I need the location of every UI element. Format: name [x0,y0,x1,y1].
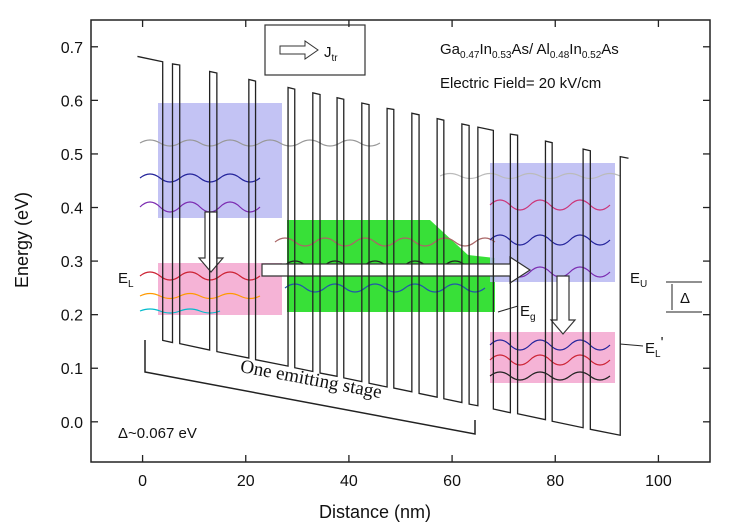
eu-sub: U [640,279,647,290]
field-label: Electric Field= 20 kV/cm [440,75,601,92]
x-tick-label: 60 [443,473,461,490]
y-tick-label: 0.3 [61,254,83,271]
eg-main: E [520,303,530,320]
y-axis-title: Energy (eV) [12,192,32,288]
material-label: Ga0.47In0.53As/ Al0.48In0.52As [440,41,619,61]
transition-arrow [197,211,225,273]
el-main: E [118,270,128,287]
x-tick-label: 100 [645,473,672,490]
x-axis-title: Distance (nm) [319,502,431,522]
y-tick-label: 0.7 [61,40,83,57]
material-part: As [601,41,619,58]
delta-value: Δ~0.067 eV [118,425,197,442]
x-tick-label: 0 [138,473,147,490]
material-part: In [569,41,582,58]
delta-label: Δ [680,290,690,307]
el-sub: L [128,279,134,290]
jtr-main: J [324,44,332,61]
plot-frame [90,19,711,463]
y-tick-label: 0.6 [61,93,83,110]
conduction-band [137,55,629,437]
upper-band-region [158,103,282,218]
el-label: EL [118,270,134,290]
material-part: In [479,41,492,58]
y-tick-label: 0.4 [61,201,83,218]
y-tick-label: 0.0 [61,415,83,432]
material-part: Ga [440,41,461,58]
y-tick-label: 0.1 [61,361,83,378]
el-prime-sup: ' [661,334,664,351]
stage-bracket [144,340,476,435]
jtr-label: Jtr [324,44,338,64]
material-part: 0.53 [492,50,512,61]
material-part: 0.48 [550,50,570,61]
legend-arrow [279,40,319,60]
material-part: 0.52 [582,50,602,61]
el-prime-label: EL' [645,334,664,360]
x-tick-label: 40 [340,473,358,490]
eu-label: EU [630,270,647,290]
transition-arrow [549,275,577,335]
material-part: As/ Al [511,41,549,58]
jtr-sub: tr [332,53,339,64]
material-part: 0.47 [460,50,480,61]
lower-band-region [158,263,282,315]
el-prime-main: E [645,340,655,357]
el-prime-pointer [619,343,644,347]
eg-pointer [497,305,519,313]
x-tick-label: 80 [546,473,564,490]
el-prime-sub: L [655,349,661,360]
eu-main: E [630,270,640,287]
eg-label: Eg [520,303,536,323]
x-tick-label: 20 [237,473,255,490]
y-tick-label: 0.5 [61,147,83,164]
y-tick-label: 0.2 [61,308,83,325]
eg-sub: g [530,312,536,323]
